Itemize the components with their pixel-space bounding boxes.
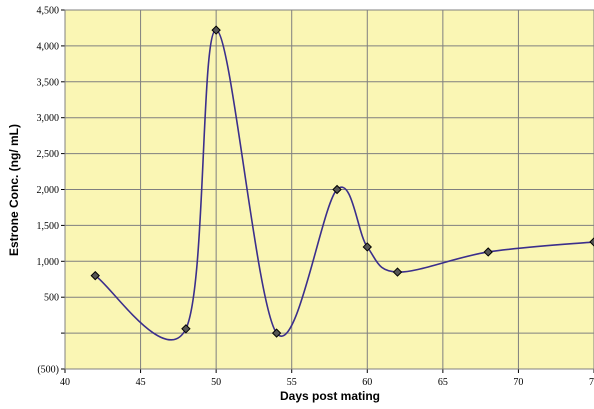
- data-point: [589, 237, 594, 247]
- x-tick-label: 60: [362, 377, 372, 388]
- data-point: [271, 328, 282, 338]
- x-tick-label: 70: [513, 377, 523, 388]
- y-tick-label: 1,000: [37, 257, 60, 268]
- x-tick-label: 45: [136, 377, 146, 388]
- y-tick-label: 2,000: [37, 185, 60, 196]
- data-point: [483, 247, 493, 257]
- data-point: [392, 267, 403, 277]
- series-line: [94, 29, 594, 341]
- data-point: [332, 184, 342, 195]
- x-axis-title: Days post mating: [280, 389, 380, 403]
- data-point: [181, 324, 191, 334]
- x-tick-label: 50: [211, 377, 221, 388]
- x-tick-label: 55: [287, 377, 297, 388]
- x-tick-label: 65: [438, 377, 448, 388]
- y-tick-label: 500: [44, 293, 59, 304]
- data-point: [90, 270, 100, 281]
- x-tick-label: 75: [589, 377, 594, 388]
- y-tick-label: 3,500: [37, 77, 60, 88]
- data-point: [211, 25, 221, 35]
- data-point: [362, 242, 372, 252]
- plot-border: [64, 9, 594, 370]
- y-tick-label: 4,500: [37, 6, 60, 17]
- y-tick-label: (500): [37, 365, 59, 376]
- y-axis-title: Estrone Conc. (ng/ mL): [7, 124, 21, 256]
- y-tick-label: 3,000: [37, 113, 60, 124]
- y-tick-label: 1,500: [37, 221, 60, 232]
- y-tick-label: 4,000: [37, 41, 60, 52]
- x-tick-label: 40: [60, 377, 70, 388]
- y-tick-label: 2,500: [37, 149, 60, 160]
